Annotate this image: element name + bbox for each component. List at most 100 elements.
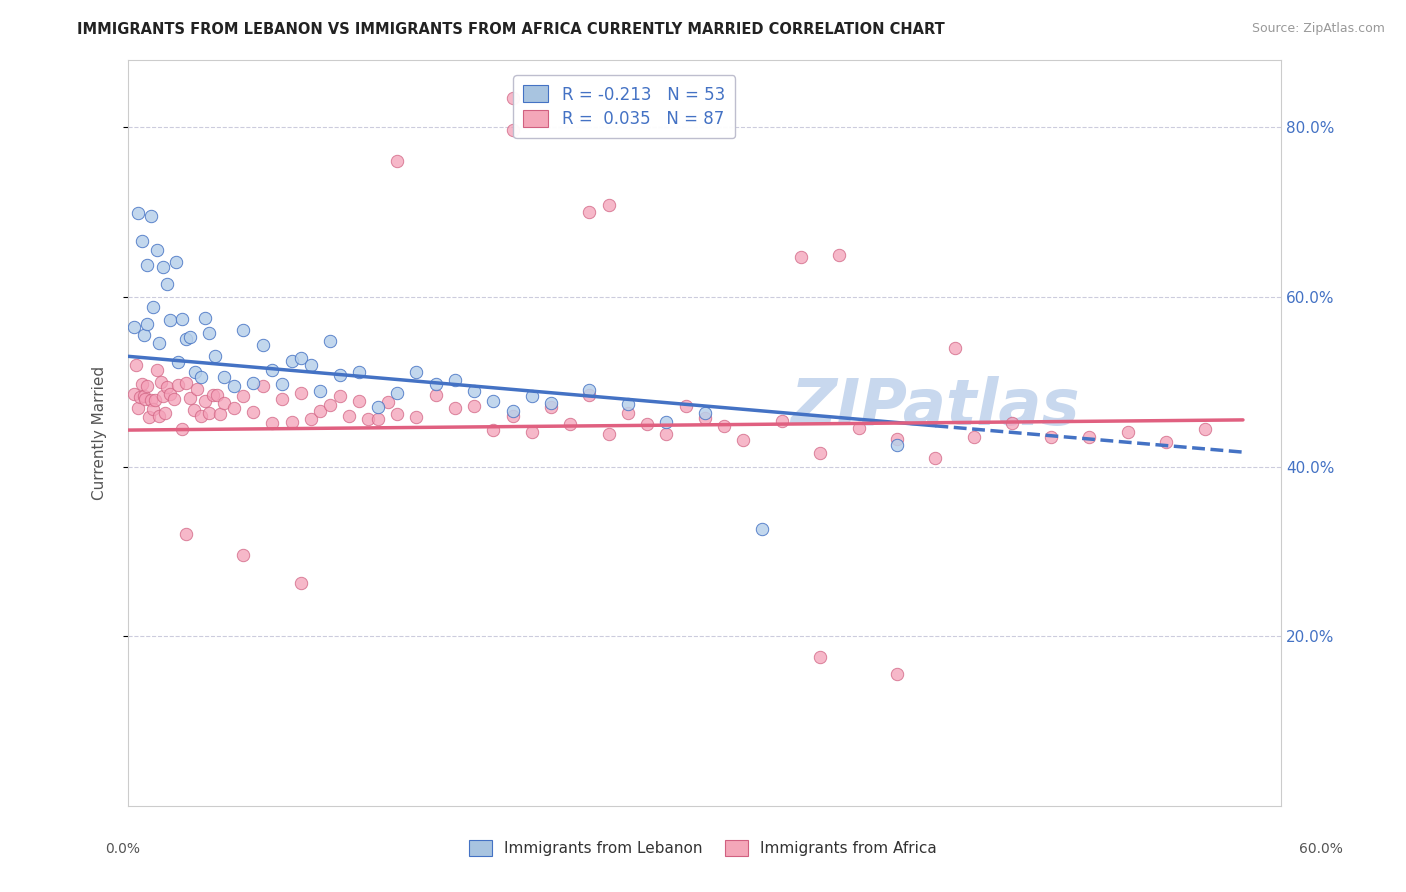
- Legend: Immigrants from Lebanon, Immigrants from Africa: Immigrants from Lebanon, Immigrants from…: [463, 834, 943, 862]
- Point: [128, 390, 150, 404]
- Point: [598, 198, 620, 212]
- Text: ZIPatlas: ZIPatlas: [790, 376, 1080, 438]
- Point: [165, 255, 187, 269]
- Point: [179, 329, 201, 343]
- Point: [1154, 434, 1177, 449]
- Point: [190, 369, 212, 384]
- Point: [924, 450, 946, 465]
- Point: [357, 412, 380, 426]
- Point: [232, 548, 254, 562]
- Point: [963, 430, 986, 444]
- Point: [319, 398, 342, 412]
- Point: [141, 209, 163, 223]
- Point: [751, 522, 773, 536]
- Point: [655, 415, 678, 429]
- Point: [655, 427, 678, 442]
- Point: [131, 377, 153, 392]
- Point: [170, 311, 193, 326]
- Point: [617, 397, 640, 411]
- Point: [252, 337, 274, 351]
- Point: [444, 373, 467, 387]
- Point: [136, 258, 159, 272]
- Point: [309, 384, 332, 398]
- Point: [184, 366, 207, 380]
- Point: [149, 375, 172, 389]
- Legend: R = -0.213   N = 53, R =  0.035   N = 87: R = -0.213 N = 53, R = 0.035 N = 87: [513, 76, 735, 138]
- Point: [209, 407, 232, 421]
- Point: [127, 206, 149, 220]
- Point: [309, 404, 332, 418]
- Point: [136, 379, 159, 393]
- Point: [290, 576, 312, 591]
- Point: [153, 406, 176, 420]
- Point: [214, 396, 236, 410]
- Point: [146, 243, 169, 257]
- Point: [232, 323, 254, 337]
- Point: [347, 364, 370, 378]
- Point: [122, 386, 145, 401]
- Point: [337, 409, 360, 423]
- Point: [598, 427, 620, 442]
- Point: [886, 438, 908, 452]
- Point: [367, 412, 389, 426]
- Point: [367, 400, 389, 414]
- Point: [520, 425, 543, 439]
- Point: [155, 277, 177, 291]
- Point: [142, 301, 165, 315]
- Point: [152, 389, 174, 403]
- Point: [198, 406, 221, 420]
- Point: [280, 354, 302, 368]
- Point: [1039, 430, 1062, 444]
- Point: [540, 401, 562, 415]
- Point: [482, 424, 505, 438]
- Point: [405, 365, 427, 379]
- Point: [174, 376, 197, 391]
- Point: [136, 318, 159, 332]
- Point: [204, 349, 226, 363]
- Point: [142, 401, 165, 416]
- Point: [299, 412, 322, 426]
- Point: [405, 410, 427, 425]
- Point: [222, 379, 245, 393]
- Point: [194, 311, 217, 326]
- Point: [502, 91, 524, 105]
- Point: [232, 389, 254, 403]
- Point: [675, 399, 697, 413]
- Point: [183, 402, 205, 417]
- Point: [290, 386, 312, 401]
- Point: [201, 387, 224, 401]
- Point: [425, 376, 447, 391]
- Point: [155, 380, 177, 394]
- Point: [198, 326, 221, 340]
- Point: [170, 422, 193, 436]
- Text: 60.0%: 60.0%: [1299, 842, 1343, 856]
- Point: [578, 388, 600, 402]
- Point: [1001, 417, 1024, 431]
- Point: [540, 395, 562, 409]
- Point: [148, 336, 170, 351]
- Point: [127, 401, 149, 415]
- Point: [387, 386, 409, 401]
- Point: [132, 327, 155, 342]
- Point: [1194, 421, 1216, 435]
- Point: [808, 446, 831, 460]
- Point: [134, 392, 156, 406]
- Point: [174, 526, 197, 541]
- Point: [387, 154, 409, 169]
- Point: [186, 383, 208, 397]
- Point: [1078, 430, 1101, 444]
- Point: [693, 406, 716, 420]
- Point: [190, 409, 212, 423]
- Point: [770, 414, 793, 428]
- Point: [463, 399, 485, 413]
- Point: [617, 406, 640, 420]
- Point: [299, 358, 322, 372]
- Point: [174, 333, 197, 347]
- Point: [329, 390, 352, 404]
- Point: [163, 392, 186, 406]
- Point: [131, 234, 153, 248]
- Point: [146, 363, 169, 377]
- Point: [262, 363, 284, 377]
- Point: [828, 247, 851, 261]
- Point: [387, 407, 409, 421]
